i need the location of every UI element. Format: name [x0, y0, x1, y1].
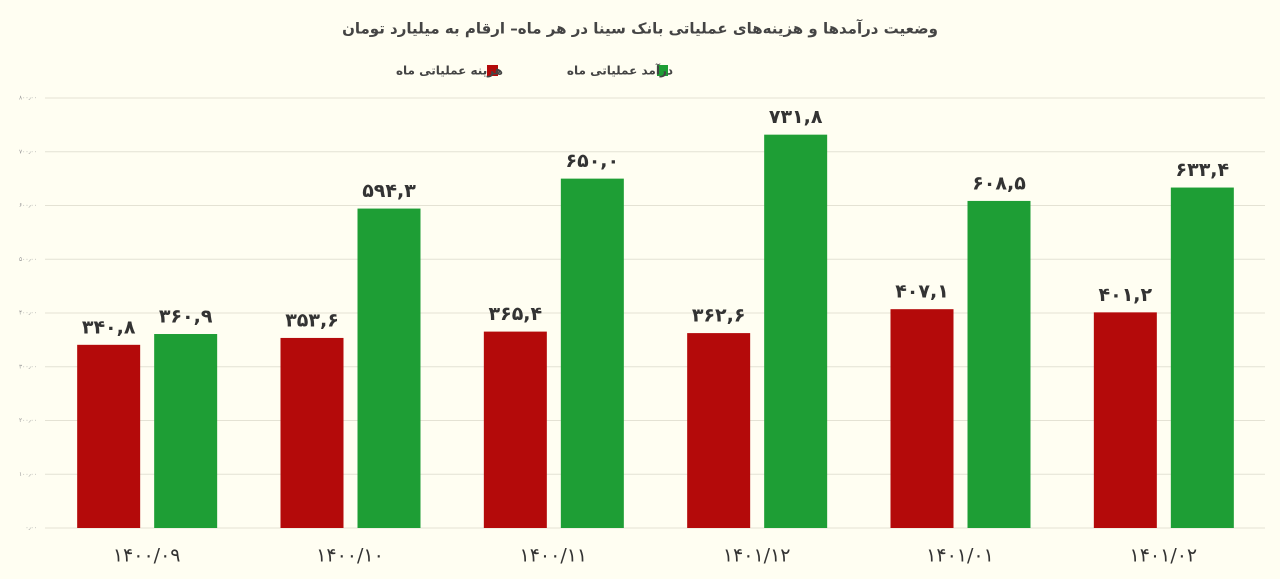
y-tick-label: ۴۰۰٫۰۰: [19, 310, 37, 317]
legend-swatch: [487, 65, 498, 76]
x-tick-label: ۱۴۰۱/۰۲: [1130, 545, 1198, 567]
bar: [154, 334, 218, 528]
chart-title: وضعیت درآمدها و هزینه‌های عملیاتی بانک س…: [342, 20, 938, 38]
value-label: ۶۰۸,۵: [972, 172, 1026, 194]
bar: [280, 337, 344, 528]
bar: [1170, 187, 1234, 529]
y-tick-label: ۲۰۰٫۰۰: [19, 417, 37, 424]
value-label: ۴۰۷,۱: [895, 281, 949, 303]
value-label: ۵۹۴,۳: [362, 180, 416, 202]
legend-swatch: [657, 65, 668, 76]
legend-label: درآمد عملیاتی ماه: [567, 63, 673, 78]
y-tick-label: ۸۰۰٫۰۰: [19, 95, 37, 102]
bar: [560, 178, 624, 528]
bar: [1093, 312, 1157, 528]
value-label: ۶۵۰,۰: [566, 150, 620, 172]
x-tick-label: ۱۴۰۰/۱۰: [316, 545, 384, 567]
bar: [967, 200, 1031, 528]
bar: [890, 309, 954, 528]
value-label: ۶۳۳,۴: [1176, 159, 1230, 181]
value-label: ۴۰۱,۲: [1099, 284, 1153, 306]
x-tick-label: ۱۴۰۰/۰۹: [113, 545, 181, 567]
x-tick-label: ۱۴۰۱/۰۱: [926, 545, 994, 567]
bar: [687, 333, 751, 528]
y-tick-label: ۱۰۰٫۰۰: [19, 471, 37, 478]
value-label: ۳۶۰,۹: [159, 306, 213, 328]
value-label: ۳۴۰,۸: [82, 316, 136, 338]
y-tick-label: ۳۰۰٫۰۰: [19, 363, 37, 370]
x-tick-label: ۱۴۰۰/۱۱: [520, 545, 588, 567]
y-tick-label: ۰٫۰۰: [25, 525, 37, 532]
value-label: ۳۶۵,۴: [489, 303, 543, 325]
y-tick-label: ۶۰۰٫۰۰: [19, 202, 37, 209]
x-tick-label: ۱۴۰۱/۱۲: [723, 545, 791, 567]
y-tick-label: ۵۰۰٫۰۰: [19, 256, 37, 263]
value-label: ۷۳۱,۸: [769, 106, 823, 128]
y-tick-label: ۷۰۰٫۰۰: [19, 148, 37, 155]
bar: [357, 208, 421, 528]
bar: [764, 134, 828, 528]
bar: [483, 331, 547, 528]
value-label: ۳۶۲,۶: [692, 305, 746, 327]
bar: [77, 344, 141, 528]
legend-label: هزینه عملیاتی ماه: [396, 64, 503, 78]
value-label: ۳۵۳,۶: [285, 309, 339, 331]
